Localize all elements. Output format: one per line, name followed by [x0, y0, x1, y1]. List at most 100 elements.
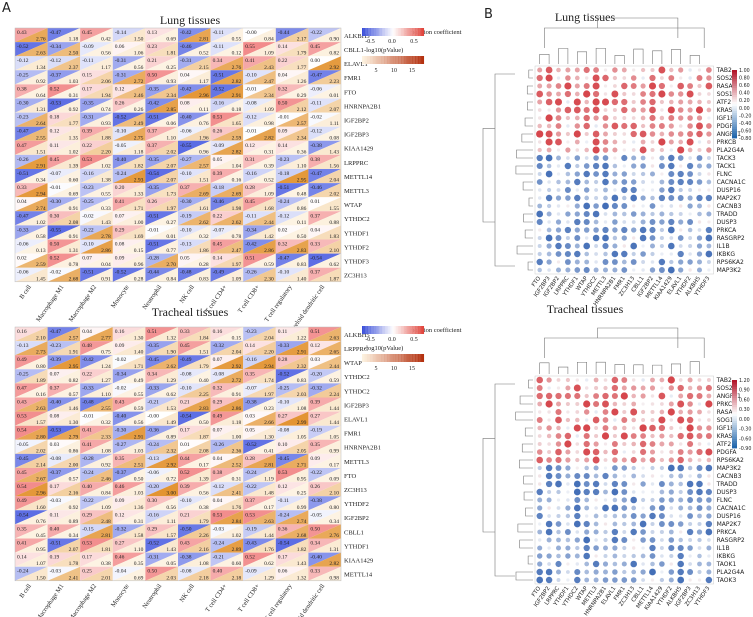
heatmap-cell: 0.252.01 [80, 566, 113, 581]
correlation-dot [678, 497, 684, 503]
svg-text:2.46: 2.46 [134, 93, 144, 99]
svg-text:1.32: 1.32 [166, 336, 176, 342]
svg-text:0.04: 0.04 [180, 72, 190, 78]
correlation-dot [678, 426, 683, 430]
correlation-dot [679, 164, 683, 168]
heatmap-cell: 0.320.91 [210, 383, 244, 398]
heatmap-cell: -0.271.03 [112, 439, 146, 454]
svg-text:0.83: 0.83 [297, 262, 307, 268]
svg-text:1.08: 1.08 [297, 406, 307, 412]
correlation-dot [546, 211, 552, 217]
correlation-dot [612, 179, 618, 185]
correlation-dot [688, 538, 693, 542]
svg-text:2.32: 2.32 [297, 364, 307, 370]
correlation-dot [565, 545, 571, 551]
heatmap-cell: 0.071.00 [210, 425, 244, 440]
heatmap-cell: 0.511.32 [145, 327, 178, 342]
correlation-dot [565, 457, 571, 463]
lung-heatmap: 0.432.76-0.471.180.450.42-0.141.500.130.… [14, 27, 381, 335]
gene-label: LRPPRC [344, 160, 368, 167]
heatmap-cell: -0.032.41 [47, 566, 81, 581]
svg-text:2.79: 2.79 [69, 434, 79, 440]
svg-text:0.46: 0.46 [115, 555, 125, 561]
svg-text:0.21: 0.21 [180, 512, 190, 518]
heatmap-cell: -0.160.18 [210, 98, 244, 113]
heatmap-cell: -0.120.11 [275, 211, 309, 226]
correlation-dot [556, 204, 561, 208]
svg-text:0.15: 0.15 [232, 336, 242, 342]
correlation-dot [621, 259, 627, 265]
correlation-dot [697, 99, 702, 105]
scale-tick: -0.60 [739, 436, 751, 442]
svg-text:2.80: 2.80 [36, 434, 46, 440]
svg-text:2.74: 2.74 [36, 206, 46, 212]
correlation-dot [545, 170, 553, 178]
correlation-dot [564, 226, 572, 234]
heatmap-cell: -0.101.51 [178, 169, 211, 184]
heatmap-cell: -0.521.43 [145, 538, 178, 553]
correlation-dot [631, 155, 637, 161]
gene-label: WTAP [344, 202, 362, 209]
correlation-dot [574, 218, 581, 226]
corr-tick: 0.5 [410, 337, 418, 343]
correlation-dot [640, 83, 646, 89]
correlation-dot [555, 107, 562, 113]
svg-text:0.40: 0.40 [50, 526, 60, 532]
correlation-dot [707, 554, 711, 558]
svg-text:0.03: 0.03 [245, 414, 255, 420]
svg-text:0.03: 0.03 [50, 442, 60, 448]
correlation-dot [612, 219, 618, 225]
correlation-dot [697, 418, 702, 422]
heatmap-cell: 0.351.74 [243, 369, 276, 384]
panel-a: A Lung tissues 0.432.76-0.471.180.450.42… [2, 1, 462, 617]
correlation-dot [565, 179, 571, 185]
svg-text:0.09: 0.09 [115, 343, 125, 349]
heatmap-cell: 0.520.62 [243, 552, 276, 567]
svg-text:-0.08: -0.08 [213, 371, 225, 377]
correlation-dot [574, 392, 581, 400]
correlation-dot [537, 465, 542, 471]
correlation-dot [677, 464, 684, 472]
svg-text:-0.12: -0.12 [17, 58, 29, 64]
svg-text:-0.08: -0.08 [180, 569, 192, 575]
correlation-dot [641, 497, 646, 503]
correlation-dot [640, 481, 646, 487]
correlation-dot [603, 108, 608, 112]
svg-text:0.26: 0.26 [115, 101, 125, 107]
correlation-dot [621, 561, 627, 567]
svg-text:0.45: 0.45 [17, 470, 27, 476]
svg-text:0.15: 0.15 [82, 72, 92, 78]
svg-text:-0.12: -0.12 [310, 129, 322, 135]
svg-text:0.53: 0.53 [17, 414, 27, 420]
heatmap-cell: -0.472.57 [47, 327, 81, 342]
correlation-dot [594, 188, 599, 192]
row-gene-label: TACK1 [716, 163, 736, 170]
svg-text:2.78: 2.78 [101, 234, 111, 240]
heatmap-cell: -0.090.56 [80, 42, 113, 57]
svg-text:2.48: 2.48 [101, 519, 111, 525]
correlation-dot [696, 385, 703, 391]
correlation-dot [631, 450, 636, 454]
correlation-dot [538, 410, 542, 414]
svg-text:0.32: 0.32 [101, 420, 111, 426]
correlation-dot [687, 440, 694, 448]
heatmap-cell: 0.070.04 [80, 253, 113, 268]
correlation-dot [593, 377, 599, 383]
correlation-dot [603, 522, 608, 526]
gene-label: YTHDC2 [344, 216, 370, 223]
correlation-dot [556, 212, 561, 216]
correlation-dot [659, 211, 665, 217]
correlation-dot [583, 210, 590, 218]
svg-text:-0.51: -0.51 [50, 541, 62, 547]
heatmap-cell: -0.132.73 [15, 341, 48, 356]
heatmap-cell: -0.160.52 [243, 169, 276, 184]
svg-text:0.04: 0.04 [310, 227, 320, 233]
correlation-dot [696, 425, 703, 431]
correlation-dot [677, 82, 685, 90]
correlation-dot [641, 546, 645, 550]
svg-text:0.41: 0.41 [17, 541, 27, 547]
heatmap-cell: 0.332.10 [308, 239, 341, 254]
svg-text:0.48: 0.48 [82, 343, 92, 349]
svg-text:0.53: 0.53 [82, 157, 92, 163]
svg-text:0.76: 0.76 [199, 121, 209, 127]
